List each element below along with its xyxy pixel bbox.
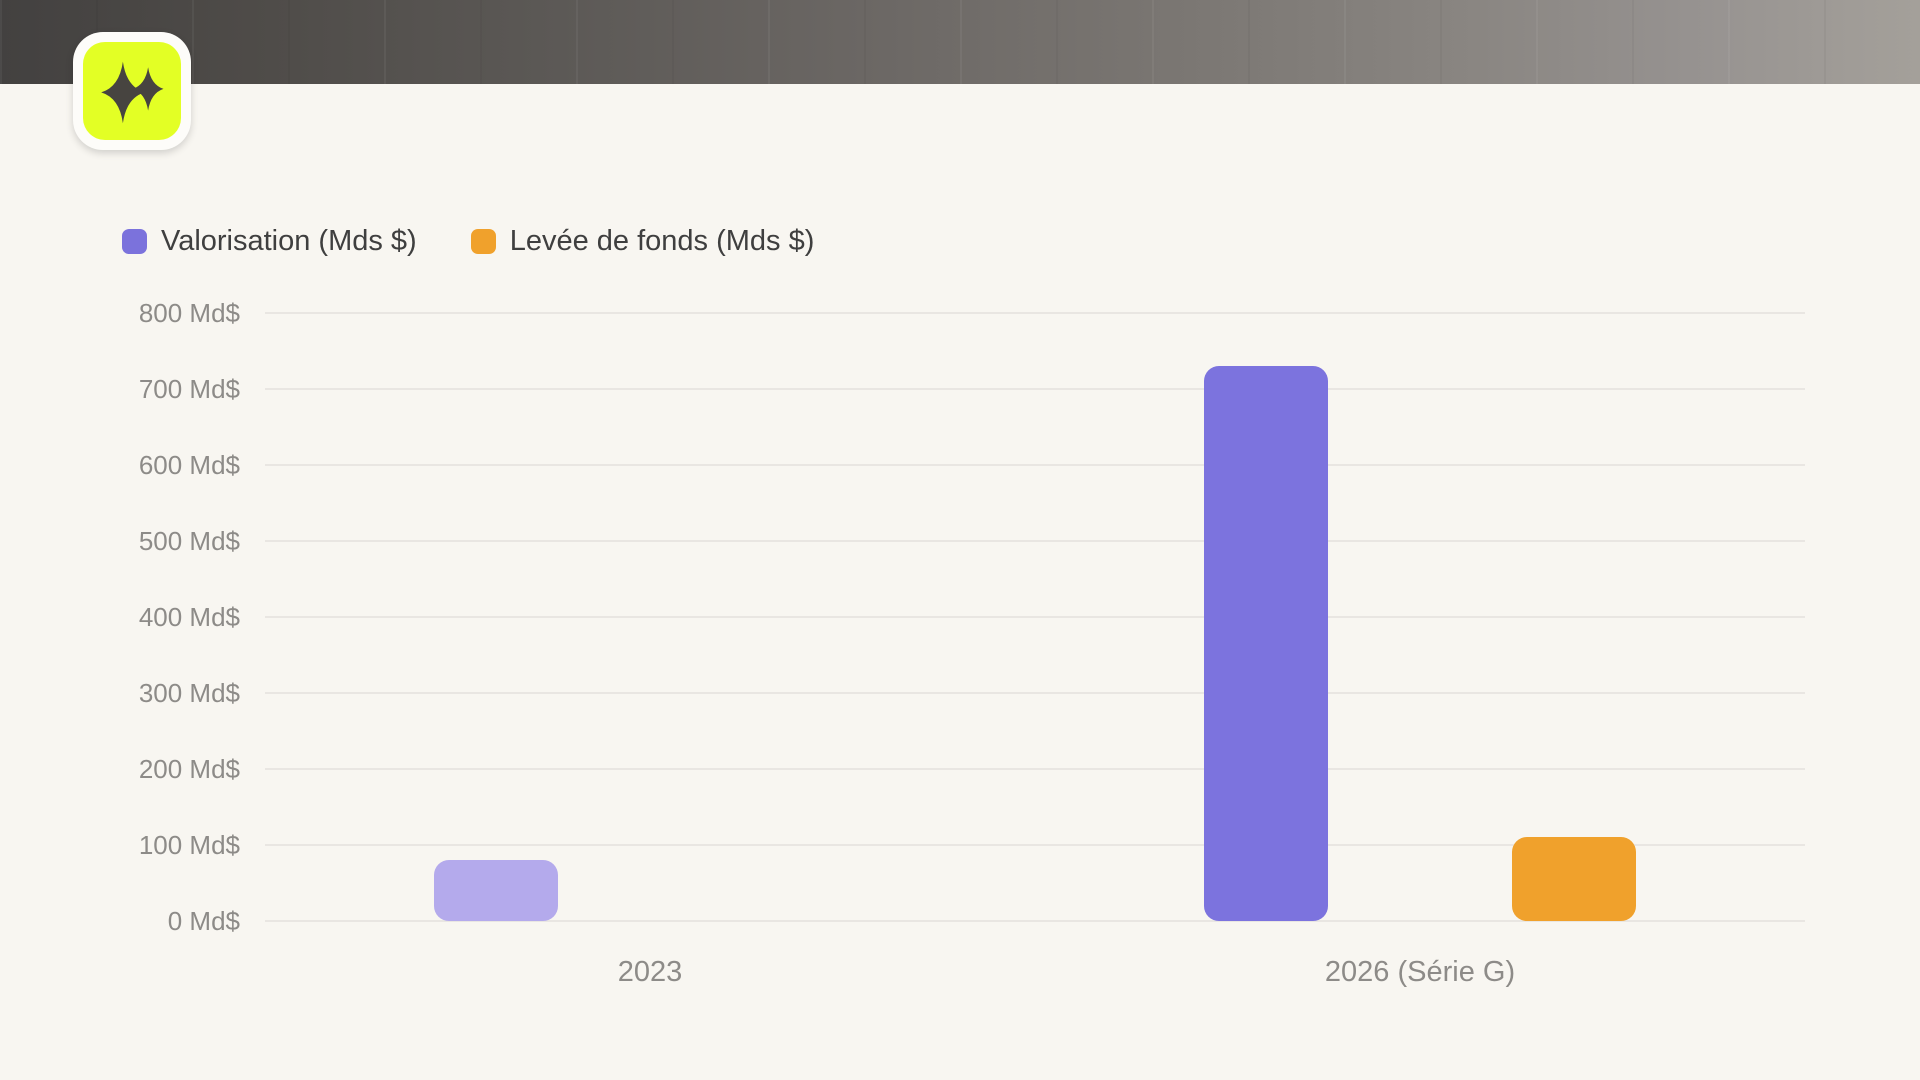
gridline-200 (265, 768, 1805, 770)
y-axis-tick-label: 700 Md$ (138, 374, 240, 404)
y-axis-tick-label: 300 Md$ (138, 678, 240, 708)
legend-swatch (122, 229, 147, 254)
gridline-400 (265, 616, 1805, 618)
chart-legend: Valorisation (Mds $) Levée de fonds (Mds … (122, 227, 814, 256)
double-sparkle-icon (101, 61, 164, 124)
x-axis-category-label: 2026 (Série G) (1324, 956, 1516, 988)
bar-levée-2026[interactable] (1512, 837, 1636, 921)
y-axis-tick-label: 800 Md$ (138, 298, 240, 328)
y-axis-tick-label: 400 Md$ (138, 602, 240, 632)
logo-tile (83, 42, 181, 140)
app-logo[interactable] (73, 32, 191, 150)
legend-swatch (470, 229, 496, 254)
y-axis-tick-label: 200 Md$ (138, 754, 240, 784)
bar-valorisation-2023[interactable] (434, 860, 558, 921)
y-axis-tick-label: 600 Md$ (138, 450, 240, 480)
gridline-700 (265, 388, 1805, 390)
gridline-600 (265, 464, 1805, 466)
legend-item-levee-de-fonds[interactable]: Levée de fonds (Mds $) (470, 225, 815, 257)
legend-label: Levée de fonds (Mds $) (509, 225, 815, 257)
gridline-100 (265, 844, 1805, 846)
legend-label: Valorisation (Mds $) (161, 225, 417, 257)
y-axis-tick-label: 0 Md$ (167, 906, 240, 936)
gridline-500 (265, 540, 1805, 542)
y-axis-tick-label: 500 Md$ (138, 526, 240, 556)
header-banner (0, 0, 1920, 84)
x-axis-category-label: 2023 (617, 956, 683, 988)
y-axis-tick-label: 100 Md$ (138, 830, 240, 860)
bar-valorisation-2026[interactable] (1204, 366, 1328, 921)
legend-item-valorisation[interactable]: Valorisation (Mds $) (122, 227, 417, 256)
gridline-300 (265, 692, 1805, 694)
gridline-800 (265, 312, 1805, 314)
gridline-0 (265, 920, 1805, 922)
